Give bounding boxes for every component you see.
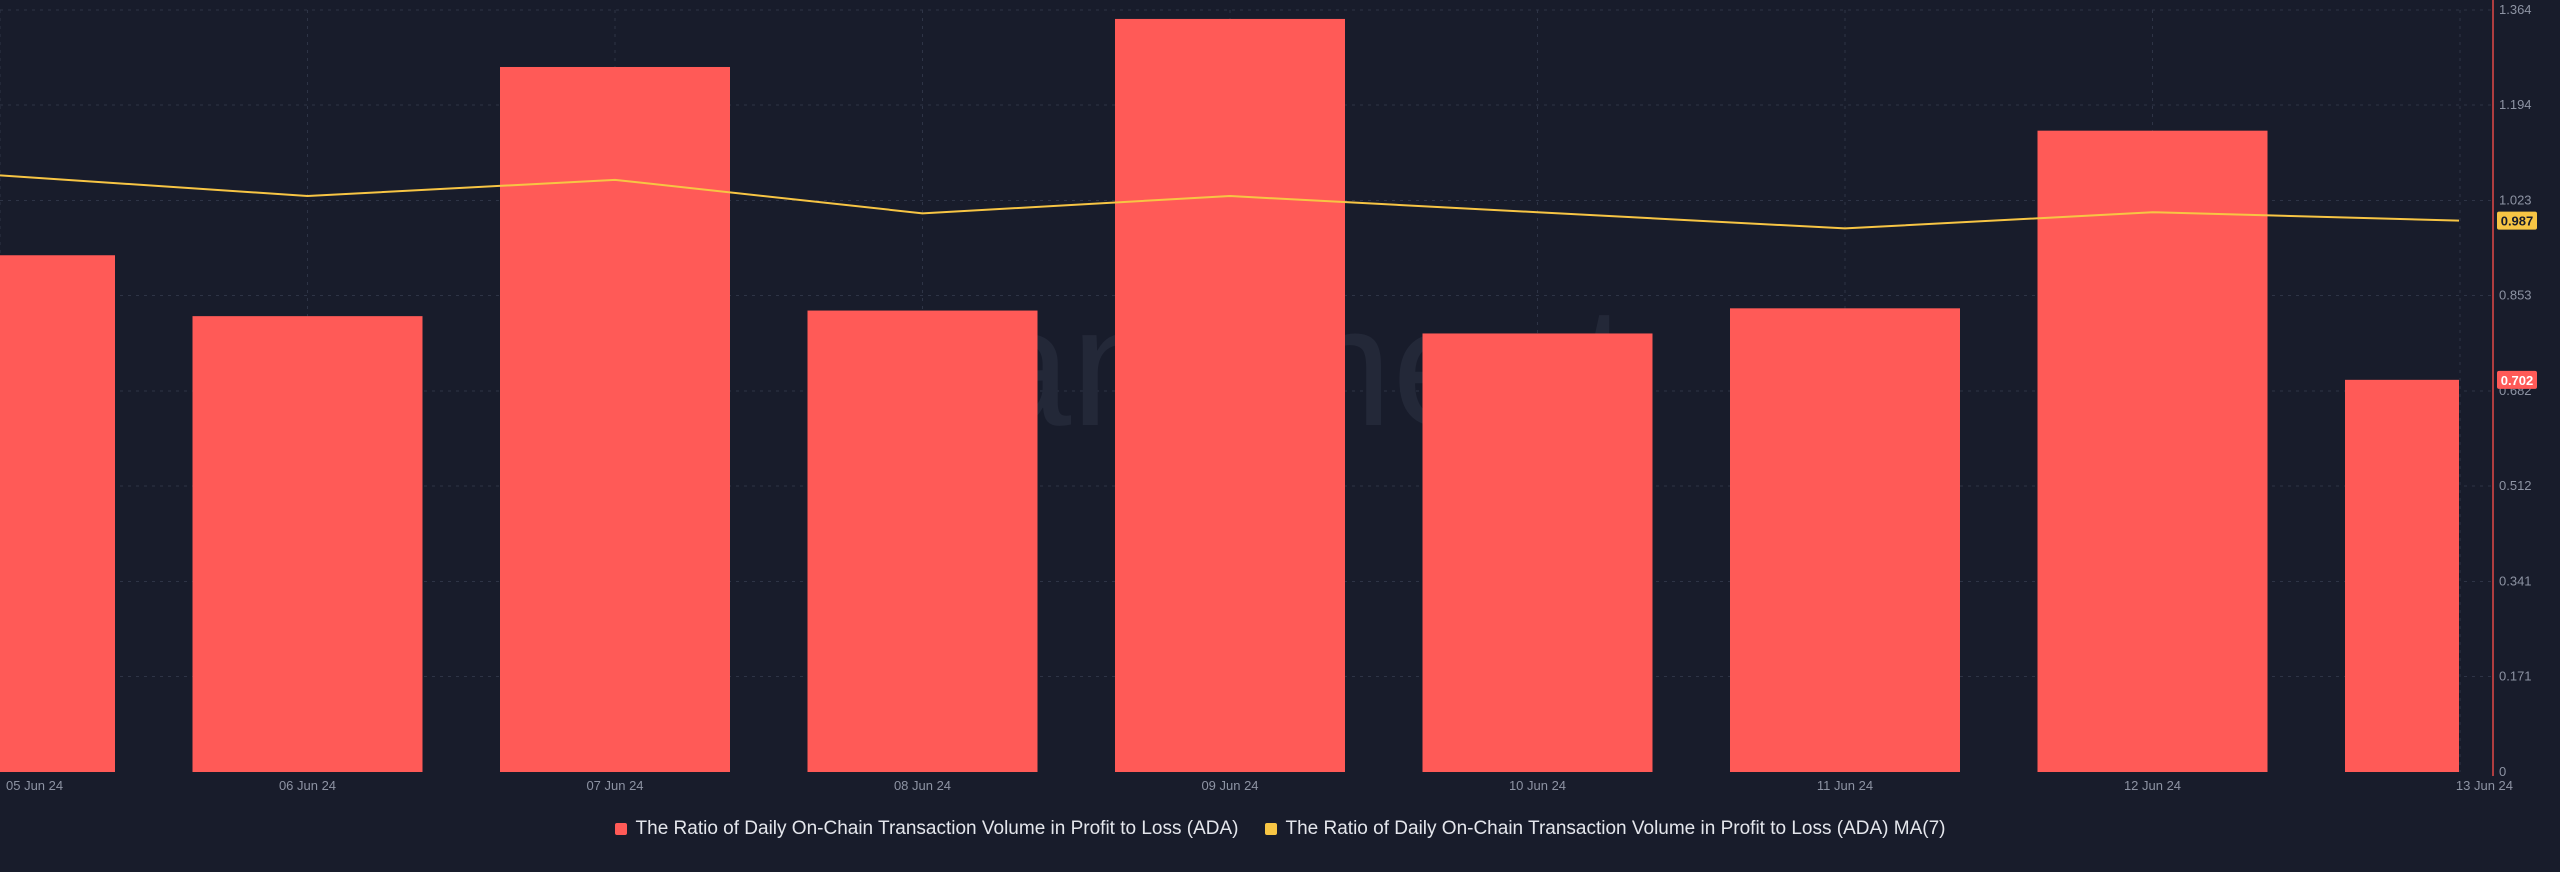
x-tick-label: 06 Jun 24 bbox=[279, 778, 336, 793]
y-tick-label: 1.194 bbox=[2499, 97, 2532, 112]
legend-item-ratio[interactable]: The Ratio of Daily On-Chain Transaction … bbox=[615, 818, 1239, 840]
x-tick-label: 13 Jun 24 bbox=[2456, 778, 2513, 793]
y-tick-label: 1.364 bbox=[2499, 2, 2532, 17]
x-tick-label: 05 Jun 24 bbox=[6, 778, 63, 793]
x-axis: 05 Jun 24 06 Jun 24 07 Jun 24 08 Jun 24 09 J… bbox=[6, 778, 2513, 793]
y-tick-label: 0.341 bbox=[2499, 574, 2532, 589]
badge-value: 0.987 bbox=[2501, 214, 2534, 229]
y-tick-label: 0.853 bbox=[2499, 287, 2532, 302]
badge-value: 0.702 bbox=[2501, 373, 2534, 388]
y-tick-label: 1.023 bbox=[2499, 193, 2532, 208]
legend-item-ratio-ma7[interactable]: The Ratio of Daily On-Chain Transaction … bbox=[1265, 818, 1946, 840]
bar-09-jun-24 bbox=[1115, 19, 1345, 772]
last-value-badge: 0.987 bbox=[2497, 212, 2537, 230]
x-tick-label: 08 Jun 24 bbox=[894, 778, 951, 793]
x-tick-label: 11 Jun 24 bbox=[1817, 778, 1873, 793]
last-value-badge: 0.702 bbox=[2497, 371, 2537, 389]
x-tick-label: 10 Jun 24 bbox=[1509, 778, 1566, 793]
bar-05-jun-24 bbox=[0, 255, 115, 772]
legend-swatch-line bbox=[1265, 823, 1277, 835]
y-tick-label: 0.512 bbox=[2499, 478, 2532, 493]
x-tick-label: 12 Jun 24 bbox=[2124, 778, 2181, 793]
legend-label-ratio: The Ratio of Daily On-Chain Transaction … bbox=[636, 818, 1239, 840]
bar-07-jun-24 bbox=[500, 67, 730, 772]
y-tick-label: 0 bbox=[2499, 764, 2506, 779]
y-axis: 00.1710.3410.5120.6820.8531.0231.1941.36… bbox=[2493, 0, 2532, 779]
bar-12-jun-24 bbox=[2038, 131, 2268, 772]
legend-label-ratio-ma7: The Ratio of Daily On-Chain Transaction … bbox=[1286, 818, 1946, 840]
x-tick-label: 09 Jun 24 bbox=[1201, 778, 1258, 793]
bar-13-jun-24 bbox=[2345, 380, 2459, 772]
y-tick-label: 0.171 bbox=[2499, 668, 2532, 683]
x-tick-label: 07 Jun 24 bbox=[586, 778, 643, 793]
bar-06-jun-24 bbox=[193, 316, 423, 772]
legend: The Ratio of Daily On-Chain Transaction … bbox=[0, 818, 2560, 840]
bar-08-jun-24 bbox=[808, 311, 1038, 772]
legend-swatch-bar bbox=[615, 823, 627, 835]
bar-series bbox=[0, 19, 2459, 772]
bar-11-jun-24 bbox=[1730, 308, 1960, 772]
bar-10-jun-24 bbox=[1423, 333, 1653, 772]
